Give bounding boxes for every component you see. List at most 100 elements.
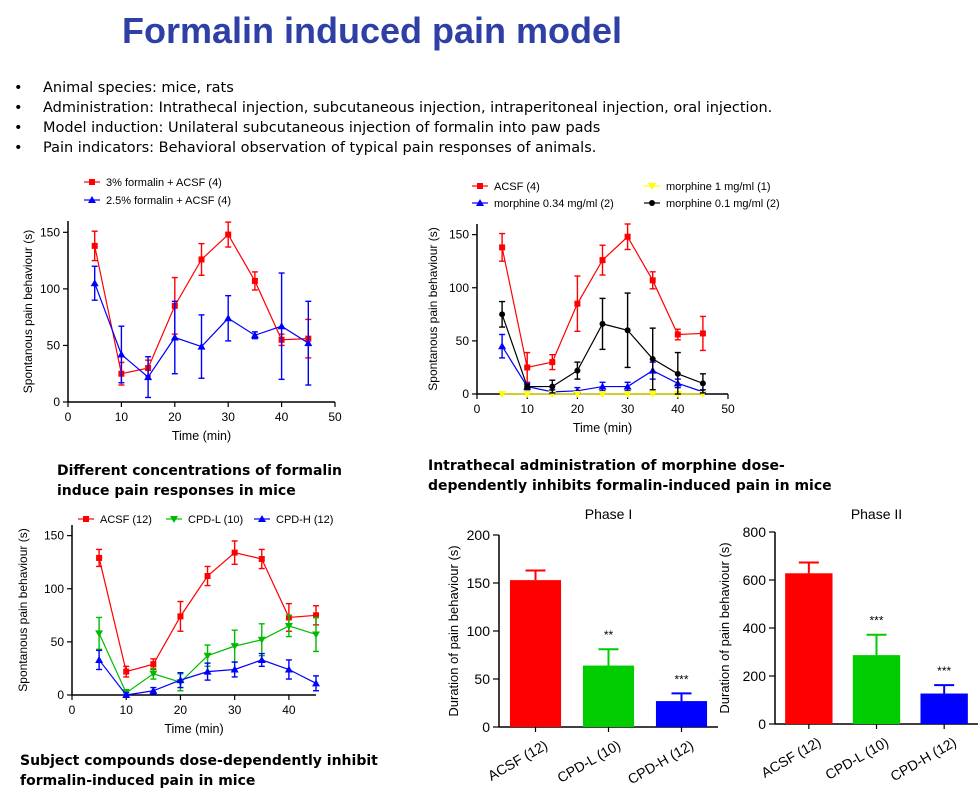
y-axis-label: Spontanous pain behaviour (s) (426, 227, 440, 390)
legend-label: morphine 0.34 mg/ml (2) (494, 198, 614, 210)
y-tick-label: 200 (467, 527, 491, 543)
data-point (623, 391, 632, 398)
data-point (231, 549, 238, 556)
x-tick-label: 30 (228, 703, 242, 717)
caption-3-line-1: Subject compounds dose-dependently inhib… (20, 753, 378, 769)
data-point (123, 668, 130, 675)
x-tick-label: 20 (571, 402, 585, 416)
data-point (230, 643, 239, 651)
data-point (284, 622, 293, 630)
legend-marker (476, 199, 484, 206)
data-point (312, 679, 320, 687)
y-tick-label: 0 (482, 719, 490, 735)
data-point (599, 257, 606, 264)
significance-label: *** (869, 614, 883, 628)
data-point (177, 613, 184, 620)
y-tick-label: 100 (449, 281, 469, 295)
bullet-item: Model induction: Unilateral subcutaneous… (14, 118, 772, 138)
data-point (304, 339, 313, 347)
y-tick-label: 0 (758, 716, 766, 732)
bullet-item: Pain indicators: Behavioral observation … (14, 138, 772, 158)
data-point (313, 612, 319, 619)
y-axis-label: Duration of pain behaviour (s) (717, 542, 732, 713)
legend-label: ACSF (4) (494, 181, 540, 193)
y-tick-label: 0 (53, 395, 60, 409)
caption-2-line-1: Intrathecal administration of morphine d… (428, 458, 785, 474)
x-tick-label: 10 (521, 402, 535, 416)
legend-label: 2.5% formalin + ACSF (4) (106, 195, 231, 207)
bullet-list: Animal species: mice, rats Administratio… (14, 78, 772, 158)
data-point (598, 382, 607, 390)
phase-1-bar-chart: Phase I 0 50 100 150 200 Duration of pain beha… (446, 506, 718, 787)
data-point (96, 554, 103, 561)
data-point (699, 380, 706, 387)
caption-2-line-2: dependently inhibits formalin-induced pa… (428, 478, 832, 494)
data-point (624, 327, 631, 334)
data-point (599, 320, 606, 327)
legend-marker (88, 196, 96, 203)
x-tick-label: 50 (328, 410, 342, 424)
x-tick-label: 20 (168, 410, 182, 424)
compound-timecourse-chart: 0 50 100 150 0 10 20 30 40 Time (min) Spontanous p… (16, 514, 333, 736)
data-point (95, 655, 104, 663)
bar (509, 580, 562, 727)
data-point (498, 391, 507, 398)
data-point (499, 311, 506, 318)
legend-marker (89, 179, 95, 185)
bullet-item: Administration: Intrathecal injection, s… (14, 98, 772, 118)
data-point (498, 342, 507, 350)
y-tick-label: 0 (462, 387, 469, 401)
data-point (648, 391, 657, 398)
data-point (225, 231, 232, 238)
bar (852, 655, 901, 724)
y-tick-label: 100 (467, 623, 491, 639)
data-point (144, 373, 153, 381)
y-tick-label: 0 (57, 688, 64, 702)
y-tick-label: 400 (743, 620, 767, 636)
data-point (598, 391, 607, 398)
x-tick-label: 10 (120, 703, 134, 717)
legend-label: morphine 0.1 mg/ml (2) (666, 198, 780, 210)
x-tick-label: 0 (69, 703, 76, 717)
bar (785, 573, 833, 724)
formalin-concentration-chart: 0 50 100 150 0 10 20 30 40 50 Time (min) Spontanous… (21, 177, 342, 443)
legend-marker (83, 516, 89, 522)
data-point (149, 686, 158, 694)
data-point (197, 342, 206, 350)
y-tick-label: 50 (456, 334, 470, 348)
data-point (624, 233, 631, 240)
x-tick-label: 40 (671, 402, 685, 416)
x-tick-label: 0 (474, 402, 481, 416)
x-category-label: CPD-H (12) (625, 737, 696, 787)
x-tick-label: 30 (621, 402, 635, 416)
y-tick-label: 50 (47, 338, 61, 352)
x-tick-label: 0 (65, 410, 72, 424)
data-point (176, 676, 185, 684)
data-point (574, 300, 581, 307)
morphine-dose-chart: 0 50 100 150 0 10 20 30 40 50 Time (min) Spontanous… (426, 181, 780, 435)
x-tick-label: 30 (222, 410, 236, 424)
y-axis-label: Spontanous pain behaviour (s) (21, 230, 35, 393)
caption-1-line-1: Different concentrations of formalin (57, 463, 342, 479)
significance-label: ** (604, 628, 614, 642)
y-tick-label: 150 (40, 225, 60, 239)
data-point (649, 355, 656, 362)
y-axis-label: Spontanous pain behaviour (s) (16, 528, 30, 691)
data-point (90, 279, 99, 287)
y-tick-label: 50 (474, 671, 490, 687)
data-point (649, 277, 656, 284)
legend-marker (170, 516, 178, 523)
x-category-label: CPD-L (10) (822, 734, 891, 783)
data-point (277, 322, 286, 330)
legend-label: ACSF (12) (100, 514, 152, 526)
data-point (95, 630, 104, 638)
legend-label: CPD-L (10) (188, 514, 243, 526)
x-tick-label: 20 (174, 703, 188, 717)
data-point (198, 256, 205, 263)
legend-label: morphine 1 mg/ml (1) (666, 181, 771, 193)
x-tick-label: 50 (721, 402, 735, 416)
data-point (549, 359, 556, 366)
bar (582, 665, 635, 727)
x-category-label: CPD-H (12) (888, 734, 959, 784)
data-point (91, 242, 98, 249)
